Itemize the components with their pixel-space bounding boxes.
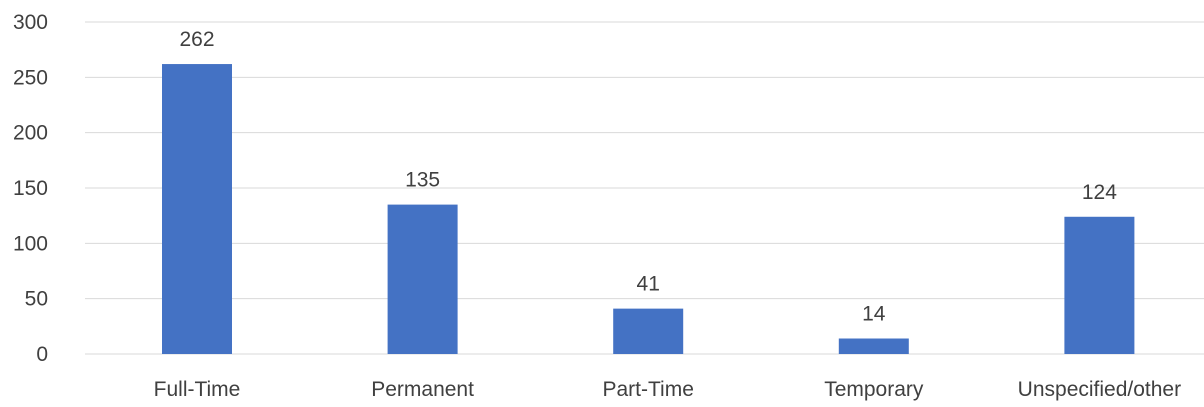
data-label: 41 <box>637 273 660 296</box>
bar-temporary <box>838 338 909 354</box>
data-label: 262 <box>179 28 214 51</box>
bar-unspecified-other <box>1064 216 1135 354</box>
y-axis-tick-labels: 0 50 100 150 200 250 300 <box>13 11 48 366</box>
data-labels: 262 135 41 14 124 <box>179 28 1117 325</box>
y-tick-label: 100 <box>13 232 48 255</box>
data-label: 135 <box>405 169 440 192</box>
category-label: Temporary <box>824 378 924 401</box>
y-tick-label: 250 <box>13 66 48 89</box>
y-tick-label: 300 <box>13 11 48 34</box>
category-labels: Full-Time Permanent Part-Time Temporary Unsp… <box>154 378 1181 401</box>
bar-part-time <box>613 308 684 354</box>
data-label: 14 <box>862 303 886 326</box>
bars <box>162 64 1135 354</box>
y-tick-label: 0 <box>36 343 48 366</box>
bar-permanent <box>387 204 458 354</box>
category-label: Full-Time <box>154 378 241 401</box>
category-label: Part-Time <box>602 378 693 401</box>
y-tick-label: 50 <box>25 288 48 311</box>
data-label: 124 <box>1082 181 1117 204</box>
category-label: Permanent <box>371 378 474 401</box>
y-tick-label: 150 <box>13 177 48 200</box>
bar-full-time <box>162 64 232 354</box>
gridlines <box>85 21 1204 355</box>
y-tick-label: 200 <box>13 122 48 145</box>
category-label: Unspecified/other <box>1018 378 1181 401</box>
